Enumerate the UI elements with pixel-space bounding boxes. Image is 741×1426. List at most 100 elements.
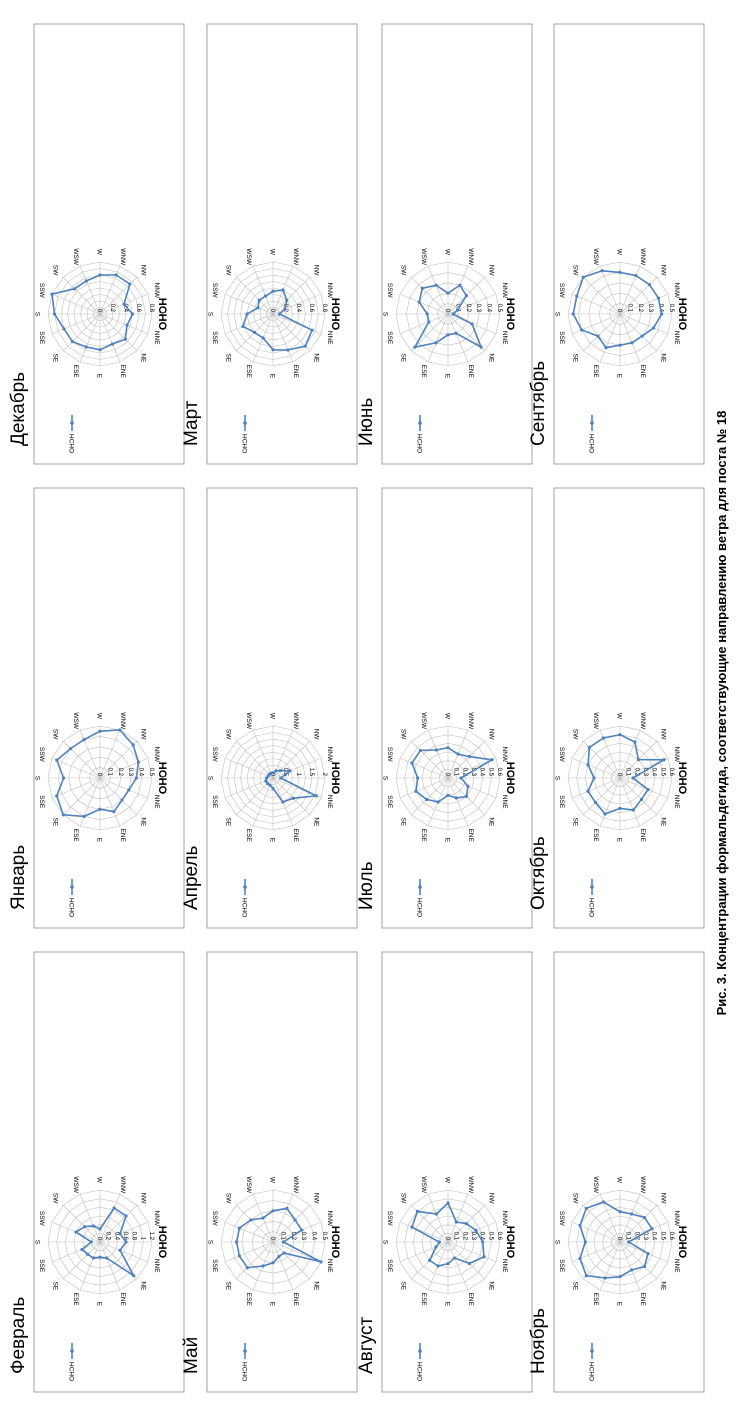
chart-10-data-point: [437, 1240, 441, 1244]
chart-11-data-point: [578, 1223, 582, 1228]
chart-7-data-point: [593, 800, 598, 805]
chart-7-data-point: [618, 733, 622, 737]
chart-4-tick-label: 0.5: [148, 768, 154, 777]
chart-1-month-label: Март: [181, 400, 202, 446]
chart-7-data-point: [636, 758, 640, 762]
chart-8-spoke: [99, 1205, 137, 1243]
chart-10-data-point: [474, 1228, 478, 1232]
chart-11-spoke: [619, 1241, 657, 1279]
chart-2-data-point: [413, 345, 417, 349]
chart-11-tick-label: 0.6: [668, 1232, 674, 1241]
chart-9-direction-label: NE: [312, 1281, 319, 1291]
chart-1-data-point: [286, 348, 290, 352]
chart-0-data-point: [52, 312, 57, 316]
chart-4-tick-label: 0.1: [106, 768, 112, 777]
chart-2-spoke: [411, 277, 449, 315]
chart-3-spoke: [619, 293, 669, 315]
chart-5-data-point: [281, 800, 285, 804]
chart-3-data-point: [618, 270, 622, 274]
chart-11-data-point: [642, 1264, 647, 1269]
chart-6-radar: N NNE NE ENE E ESE SE SSE S SSW SW WSW W WNW NW NNW 0 0.1…: [382, 712, 517, 917]
chart-7-tick-label: 0: [616, 773, 622, 777]
chart-8-data-point: [98, 1255, 102, 1259]
chart-4-data-point: [55, 758, 59, 762]
chart-8-radar: N NNE NE ENE E ESE SE SSE S SSW SW WSW W WNW NW NNW 0 0.2…: [34, 1176, 169, 1381]
chart-6-data-point: [467, 754, 472, 759]
chart-9-direction-label: SSW: [211, 1211, 218, 1227]
chart-6-data-point: [424, 797, 429, 802]
chart-0-data-point: [128, 282, 132, 286]
chart-7-tick-label: 0.1: [625, 768, 631, 777]
chart-9-direction-label: NW: [312, 1193, 319, 1205]
chart-1-direction-label: N: [331, 312, 338, 317]
chart-2-data-point: [434, 283, 438, 287]
chart-3-spoke: [619, 313, 669, 335]
chart-0-spoke: [99, 313, 137, 351]
chart-8-data-point: [98, 1227, 102, 1231]
chart-5-data-point: [291, 796, 295, 800]
chart-9-direction-label: W: [269, 1177, 276, 1184]
chart-3-spoke: [599, 313, 621, 363]
chart-3-direction-label: SW: [572, 265, 579, 276]
chart-6-legend-marker: [418, 885, 422, 889]
chart-9-data-point: [245, 1266, 249, 1270]
chart-0-direction-label: SSW: [38, 283, 45, 299]
chart-8-direction-label: ESE: [72, 1293, 79, 1307]
chart-11-data-point: [618, 1275, 622, 1279]
chart-4-spoke: [99, 757, 149, 779]
chart-9-spoke: [236, 1241, 274, 1279]
chart-5-direction-label: NNE: [326, 795, 333, 809]
chart-4-direction-label: E: [96, 838, 103, 843]
chart-9-spoke: [272, 1221, 322, 1243]
chart-0-direction-label: ESE: [72, 365, 79, 379]
chart-5-legend-label: HCHO: [241, 898, 248, 917]
chart-5-direction-label: NW: [312, 729, 319, 741]
chart-5-data-point: [271, 786, 275, 790]
chart-10-data-point: [482, 1255, 486, 1259]
chart-2-tick-label: 0.3: [475, 304, 481, 313]
chart-6-direction-label: W: [444, 713, 451, 720]
chart-0-data-point: [122, 302, 126, 306]
chart-11-data-point: [618, 1210, 622, 1214]
chart-2-data-point: [427, 320, 431, 324]
chart-8-direction-label: ENE: [119, 1293, 126, 1307]
chart-9-data-point: [319, 1260, 323, 1264]
chart-10-legend-marker: [418, 1349, 422, 1353]
chart-9-data-point: [293, 1218, 297, 1222]
chart-6-tick-label: 0.4: [479, 768, 485, 777]
chart-3-month-label: Сентябрь: [528, 361, 549, 446]
chart-0-direction-label: SSE: [38, 331, 45, 345]
chart-0-spoke: [99, 313, 121, 363]
chart-3-direction-label: WSW: [592, 248, 599, 265]
chart-9-direction-label: NNW: [326, 1211, 333, 1227]
chart-5-data-point: [279, 776, 283, 780]
chart-11-month-label: Ноябрь: [528, 1308, 549, 1374]
chart-2-tick-label: 0.1: [454, 304, 460, 313]
chart-5-radar: N NNE NE ENE E ESE SE SSE S SSW SW WSW W WNW NW NNW 0 0.5…: [207, 712, 342, 917]
chart-8-direction-label: E: [96, 1302, 103, 1307]
chart-2-spoke: [411, 313, 449, 351]
chart-2-spoke: [399, 293, 449, 315]
chart-2-direction-label: E: [444, 374, 451, 379]
chart-11-spoke: [583, 1205, 621, 1243]
chart-3-direction-label: SSE: [558, 331, 565, 345]
chart-6-tick-label: 0.3: [470, 768, 476, 777]
chart-6-direction-label: NW: [487, 729, 494, 741]
chart-7-legend-marker: [590, 885, 594, 889]
chart-7-spoke: [599, 777, 621, 827]
chart-1-direction-label: SSE: [211, 331, 218, 345]
chart-4-direction-label: W: [96, 713, 103, 720]
chart-6-spoke: [427, 729, 449, 779]
chart-9-direction-label: SE: [225, 1282, 232, 1291]
chart-6-tick-label: 0.1: [453, 768, 459, 777]
chart-9-spoke: [272, 1241, 310, 1279]
chart-2-data-point: [451, 312, 455, 316]
chart-0-legend-marker: [70, 421, 74, 425]
chart-1-direction-label: S: [207, 312, 214, 317]
chart-8-spoke: [99, 1221, 149, 1243]
chart-7-data-point: [601, 736, 606, 740]
chart-3-spoke: [619, 265, 641, 315]
chart-7-direction-label: NNW: [673, 747, 680, 763]
chart-3-spoke: [599, 265, 621, 315]
chart-1-data-point: [241, 324, 245, 329]
